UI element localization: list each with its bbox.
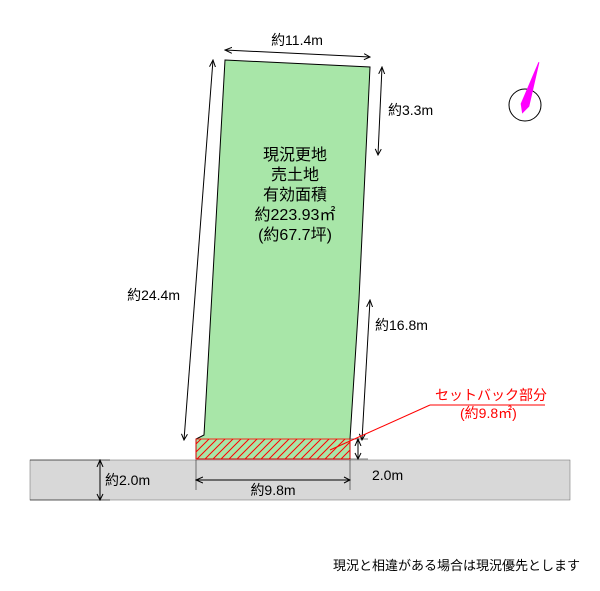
compass-icon (509, 61, 543, 121)
land-plot (196, 60, 370, 459)
left-dim-label: 約24.4m (127, 287, 180, 303)
left-dimension: 約24.4m (127, 60, 213, 440)
center-line-5: (約67.7坪) (258, 226, 332, 244)
top-dim-label: 約11.4m (271, 32, 323, 48)
center-line-3: 有効面積 (263, 186, 327, 204)
right-top-dim-label: 約3.3m (388, 102, 433, 118)
plot-diagram: 約11.4m 約3.3m 約16.8m 約24.4m 約9.8m 2.0m 約2… (0, 0, 600, 591)
road-w-label: 約2.0m (105, 472, 150, 488)
center-line-1: 現況更地 (263, 146, 327, 164)
center-line-4: 約223.93㎡ (255, 206, 336, 224)
setback-h-label: 2.0m (372, 467, 403, 483)
setback-label-1: セットバック部分 (435, 387, 547, 403)
right-dimension: 約16.8m (362, 300, 428, 440)
footer-note: 現況と相違がある場合は現況優先とします (333, 558, 580, 573)
setback-label-2: (約9.8㎡) (460, 405, 517, 421)
center-text-block: 現況更地 売土地 有効面積 約223.93㎡ (約67.7坪) (255, 146, 336, 244)
right-top-dimension: 約3.3m (378, 67, 433, 155)
setback-callout: セットバック部分 (約9.8㎡) (330, 387, 547, 450)
center-line-2: 売土地 (271, 166, 319, 184)
top-dimension: 約11.4m (225, 32, 370, 57)
bottom-dim-label: 約9.8m (250, 482, 295, 498)
right-dim-label: 約16.8m (375, 317, 428, 333)
setback-hatch (196, 439, 350, 459)
